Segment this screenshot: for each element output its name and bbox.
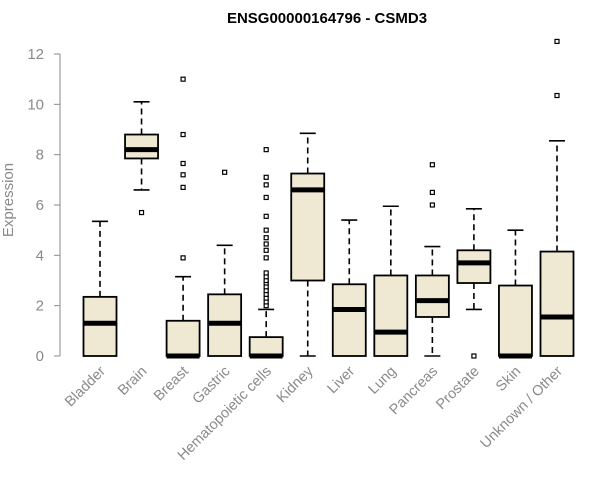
chart-title: ENSG00000164796 - CSMD3 [227, 10, 427, 27]
y-axis: 0 2 4 6 8 10 12 [27, 46, 61, 365]
outlier-point [263, 147, 269, 153]
outlier-point [180, 255, 186, 261]
outlier-point [263, 174, 269, 180]
y-tick-label: 0 [36, 348, 44, 365]
outlier-point [263, 227, 269, 233]
outlier-point [429, 189, 435, 196]
x-category-label: Liver [325, 363, 359, 397]
outlier-point [180, 76, 186, 82]
y-axis-label: Expression [0, 163, 17, 237]
outlier-point [222, 169, 228, 175]
outlier-point [263, 235, 269, 241]
box-unknown-other [539, 38, 575, 357]
outlier-point [263, 270, 269, 276]
y-tick-label: 12 [27, 46, 44, 63]
y-tick-label: 10 [27, 96, 44, 113]
box-brain [124, 101, 159, 216]
iqr-box [331, 283, 367, 357]
outlier-point [180, 131, 186, 138]
box-hematopoietic-cells [248, 147, 284, 359]
outlier-point [180, 184, 186, 190]
outlier-point [263, 241, 269, 247]
box-liver [331, 219, 367, 357]
box-pancreas [414, 162, 450, 357]
outlier-point [471, 353, 477, 359]
iqr-box [539, 250, 575, 357]
x-category-label: Lung [366, 364, 400, 398]
x-category-label: Brain [115, 364, 150, 399]
iqr-box [456, 249, 492, 284]
iqr-box [124, 133, 159, 160]
iqr-box [498, 284, 533, 357]
x-category-label: Prostate [433, 364, 482, 413]
x-category-label: Skin [493, 364, 524, 395]
x-category-label: Bladder [62, 363, 109, 410]
box-kidney [290, 132, 326, 357]
box-bladder [82, 220, 118, 357]
y-tick-label: 4 [36, 247, 44, 264]
box-prostate [456, 207, 492, 359]
box-lung [373, 205, 409, 357]
iqr-box [165, 319, 201, 357]
outlier-point [263, 247, 269, 253]
x-category-label: Breast [151, 364, 192, 405]
iqr-box [82, 295, 118, 357]
outlier-point [263, 255, 269, 261]
y-tick-label: 2 [36, 298, 44, 315]
outlier-point [554, 38, 560, 45]
outlier-point [138, 209, 145, 216]
iqr-box [373, 274, 409, 357]
boxes-group [82, 38, 575, 359]
outlier-point [263, 213, 269, 219]
outlier-point [429, 202, 435, 208]
box-gastric [207, 169, 243, 357]
outlier-point [263, 182, 269, 188]
outlier-point [263, 194, 269, 201]
iqr-box [414, 274, 450, 318]
outlier-point [180, 160, 186, 167]
x-category-label: Kidney [274, 363, 317, 406]
iqr-box [248, 336, 284, 357]
outlier-point [429, 162, 435, 168]
y-tick-label: 6 [36, 197, 44, 214]
box-skin [498, 229, 533, 359]
box-breast [165, 76, 201, 359]
y-tick-label: 8 [36, 147, 44, 164]
outlier-point [180, 172, 186, 178]
outlier-point [554, 92, 560, 99]
